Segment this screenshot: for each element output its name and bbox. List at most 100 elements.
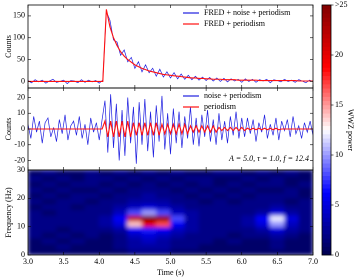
heat-cell: [212, 249, 228, 255]
heat-cell: [255, 232, 271, 239]
heat-cell: [298, 198, 313, 205]
heat-cell: [298, 175, 313, 182]
heat-cell: [198, 186, 214, 193]
heat-cell: [198, 209, 214, 216]
heat-cell: [141, 203, 157, 210]
heat-cell: [113, 243, 129, 250]
series-line: [28, 9, 313, 82]
heat-cell: [227, 175, 243, 182]
heat-cell: [56, 215, 72, 222]
x-axis-label: Time (s): [157, 268, 184, 277]
colorbar-slice: [322, 183, 331, 189]
heat-cell: [212, 226, 228, 233]
heat-cell: [298, 226, 313, 233]
heat-cell: [155, 186, 171, 193]
heat-cell: [241, 243, 257, 250]
heat-cell: [155, 181, 171, 188]
heat-cell: [84, 203, 100, 210]
heat-cell: [70, 198, 86, 205]
heat-cell: [170, 175, 186, 182]
heat-cell: [28, 220, 43, 227]
y-tick-label: 30: [17, 165, 25, 174]
heat-cell: [113, 249, 129, 255]
heat-cell: [241, 192, 257, 199]
heat-cell: [155, 237, 171, 244]
heat-cell: [28, 232, 43, 239]
heat-cell: [212, 170, 228, 176]
heat-cell: [212, 203, 228, 210]
legend-label: periodism: [204, 102, 237, 111]
heat-cell: [41, 243, 57, 250]
heat-cell: [284, 198, 300, 205]
heat-cell: [41, 249, 57, 255]
y-tick-label: 10: [17, 221, 25, 230]
colorbar-slice: [322, 213, 331, 218]
heat-cell: [70, 186, 86, 193]
heat-cell: [70, 220, 86, 227]
x-tick-label: 3.0: [23, 257, 33, 266]
heat-cell: [170, 237, 186, 244]
heat-cell: [170, 186, 186, 193]
heat-cell: [155, 249, 171, 255]
heat-cell: [127, 232, 143, 239]
heat-cell: [113, 237, 129, 244]
heat-cell: [284, 243, 300, 250]
heat-cell: [198, 175, 214, 182]
heat-cell: [298, 220, 313, 227]
colorbar-slice: [322, 4, 331, 10]
heat-cell: [84, 237, 100, 244]
colorbar-slice: [322, 117, 331, 122]
colorbar-slice: [322, 146, 331, 152]
heat-cell: [84, 243, 100, 250]
heat-cell: [56, 226, 72, 233]
heat-cell: [198, 181, 214, 188]
heat-cell: [170, 226, 186, 233]
heat-cell: [28, 175, 43, 182]
heat-cell: [298, 170, 313, 176]
heat-cell: [141, 170, 157, 176]
heat-cell: [269, 220, 285, 227]
heat-cell: [298, 186, 313, 193]
heat-cell: [284, 186, 300, 193]
heat-cell: [227, 232, 243, 239]
plot-area: [28, 94, 313, 164]
x-tick-label: 6.0: [237, 257, 247, 266]
colorbar-slice: [322, 208, 331, 214]
x-tick-label: 6.5: [272, 257, 282, 266]
heat-cell: [184, 215, 200, 222]
heat-cell: [141, 243, 157, 250]
heat-cell: [170, 232, 186, 239]
heat-cell: [98, 181, 114, 188]
heat-cell: [28, 209, 43, 216]
heat-cell: [84, 249, 100, 255]
heat-cell: [70, 243, 86, 250]
heat-cell: [170, 220, 186, 227]
heat-cell: [127, 243, 143, 250]
heat-cell: [170, 215, 186, 222]
heat-cell: [70, 203, 86, 210]
heat-cell: [227, 203, 243, 210]
heat-cell: [184, 186, 200, 193]
heat-cell: [41, 226, 57, 233]
heat-cell: [155, 226, 171, 233]
heat-cell: [170, 249, 186, 255]
colorbar-slice: [322, 225, 331, 231]
heat-cell: [284, 203, 300, 210]
heat-cell: [170, 181, 186, 188]
heat-cell: [113, 192, 129, 199]
heat-cell: [227, 209, 243, 216]
colorbar-label: WWZ power: [346, 109, 355, 151]
heat-cell: [56, 186, 72, 193]
heat-cell: [127, 181, 143, 188]
heat-cell: [255, 249, 271, 255]
colorbar-slice: [322, 200, 331, 206]
heat-cell: [298, 209, 313, 216]
y-axis-label: Counts: [4, 35, 13, 58]
heat-cell: [56, 232, 72, 239]
heat-cell: [70, 170, 86, 176]
heat-cell: [255, 237, 271, 244]
heat-cell: [41, 237, 57, 244]
colorbar-slice: [322, 150, 331, 156]
heat-cell: [56, 209, 72, 216]
heat-cell: [28, 192, 43, 199]
